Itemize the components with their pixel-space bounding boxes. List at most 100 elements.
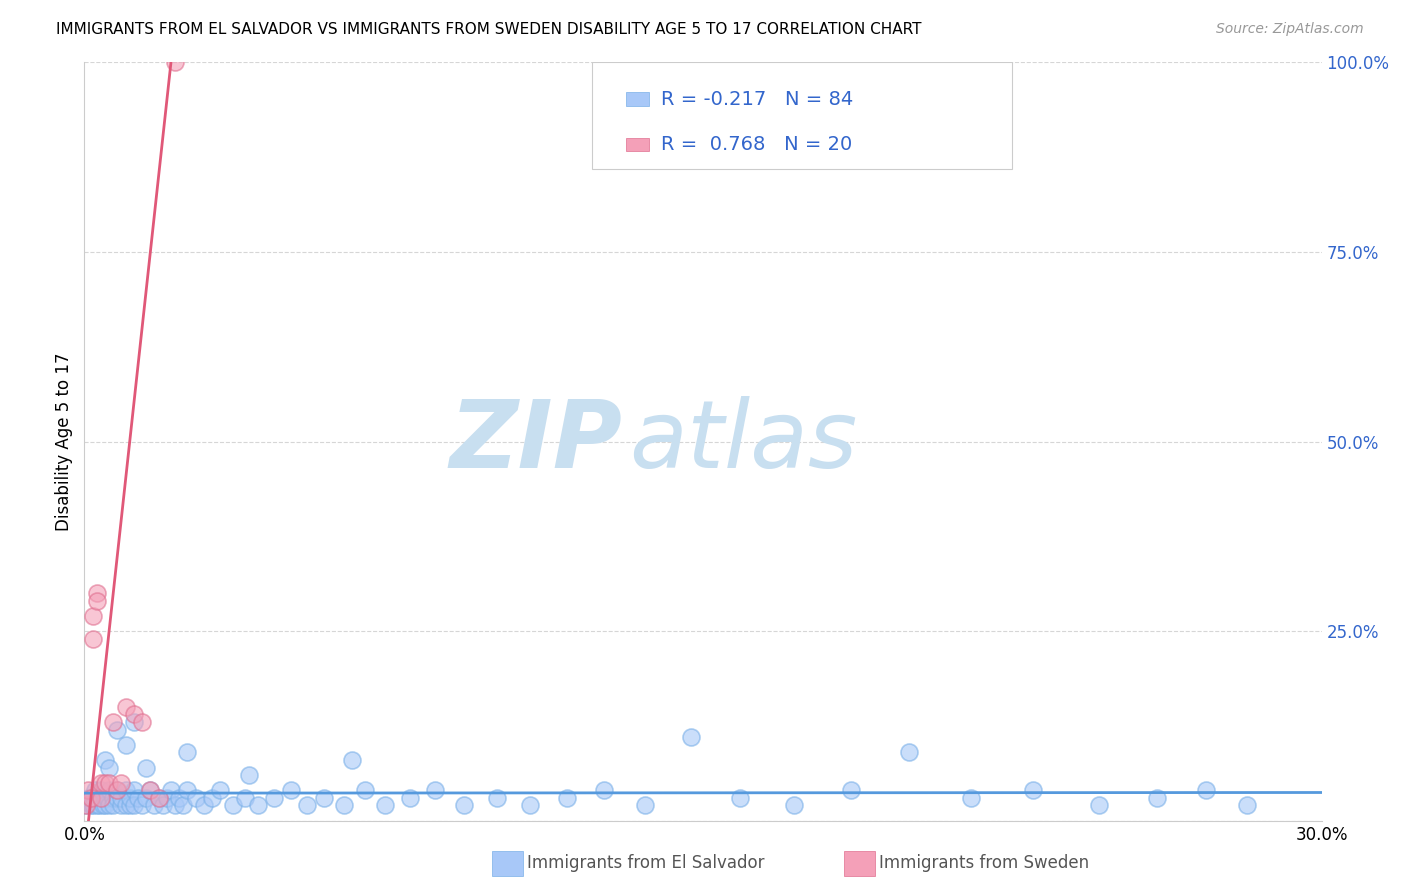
Point: [90, 776, 112, 790]
Point: [110, 776, 132, 790]
Point: [103, 798, 125, 813]
Point: [105, 791, 128, 805]
Point: [90, 783, 112, 797]
Y-axis label: Disability Age 5 to 17: Disability Age 5 to 17: [55, 352, 73, 531]
Text: IMMIGRANTS FROM EL SALVADOR VS IMMIGRANTS FROM SWEDEN DISABILITY AGE 5 TO 17 COR: IMMIGRANTS FROM EL SALVADOR VS IMMIGRANT…: [56, 22, 922, 37]
Point: [98, 783, 121, 797]
Point: [679, 730, 702, 744]
Point: [131, 715, 153, 730]
Point: [90, 791, 112, 805]
Point: [83, 783, 105, 797]
Point: [399, 791, 422, 805]
Point: [79, 798, 101, 813]
Point: [75, 798, 97, 813]
Point: [98, 798, 121, 813]
Text: atlas: atlas: [628, 396, 858, 487]
Point: [94, 791, 117, 805]
Point: [122, 798, 145, 813]
Point: [103, 791, 125, 805]
Point: [485, 791, 508, 805]
Point: [118, 791, 141, 805]
Point: [122, 783, 145, 797]
Point: [114, 783, 136, 797]
Point: [246, 798, 269, 813]
Point: [295, 798, 318, 813]
Point: [841, 783, 863, 797]
Point: [98, 776, 121, 790]
Point: [122, 715, 145, 730]
Point: [176, 783, 198, 797]
Point: [152, 798, 174, 813]
Point: [87, 798, 110, 813]
Point: [1146, 791, 1168, 805]
Point: [555, 791, 578, 805]
Point: [1088, 798, 1111, 813]
Point: [238, 768, 260, 782]
Point: [1195, 783, 1218, 797]
Point: [77, 791, 100, 805]
Point: [94, 798, 117, 813]
Point: [453, 798, 475, 813]
FancyBboxPatch shape: [592, 62, 1012, 169]
Point: [135, 791, 157, 805]
Point: [131, 798, 153, 813]
Point: [86, 791, 108, 805]
Point: [148, 791, 170, 805]
Point: [86, 586, 108, 600]
Point: [156, 791, 179, 805]
Point: [94, 753, 117, 767]
Text: R = -0.217   N = 84: R = -0.217 N = 84: [661, 89, 853, 109]
Point: [184, 791, 207, 805]
Point: [634, 798, 657, 813]
Point: [98, 760, 121, 774]
Point: [105, 783, 128, 797]
Point: [201, 791, 224, 805]
Point: [593, 783, 616, 797]
Point: [110, 791, 132, 805]
Point: [135, 760, 157, 774]
Point: [167, 791, 190, 805]
Point: [519, 798, 541, 813]
Text: Immigrants from Sweden: Immigrants from Sweden: [879, 855, 1088, 872]
Point: [160, 783, 183, 797]
Point: [148, 791, 170, 805]
Point: [1236, 798, 1258, 813]
Text: Source: ZipAtlas.com: Source: ZipAtlas.com: [1216, 22, 1364, 37]
FancyBboxPatch shape: [626, 92, 648, 106]
Point: [280, 783, 302, 797]
Point: [898, 746, 921, 760]
Point: [1022, 783, 1045, 797]
Point: [91, 798, 114, 813]
Point: [77, 783, 100, 797]
Point: [165, 798, 187, 813]
Point: [82, 798, 104, 813]
Point: [103, 715, 125, 730]
Point: [105, 783, 128, 797]
Point: [86, 594, 108, 608]
Text: ZIP: ZIP: [450, 395, 623, 488]
Point: [312, 791, 335, 805]
Point: [105, 723, 128, 737]
Point: [139, 783, 162, 797]
FancyBboxPatch shape: [626, 137, 648, 152]
Point: [193, 798, 215, 813]
Point: [165, 55, 187, 70]
Point: [82, 608, 104, 623]
Point: [139, 783, 162, 797]
Point: [423, 783, 446, 797]
Point: [233, 791, 256, 805]
Point: [353, 783, 375, 797]
Point: [114, 738, 136, 752]
Point: [263, 791, 285, 805]
Point: [176, 746, 198, 760]
Point: [143, 798, 166, 813]
Text: R =  0.768   N = 20: R = 0.768 N = 20: [661, 135, 852, 154]
Point: [82, 632, 104, 646]
Point: [96, 791, 118, 805]
Point: [90, 791, 112, 805]
Point: [79, 791, 101, 805]
Point: [172, 798, 194, 813]
Point: [333, 798, 356, 813]
Point: [114, 699, 136, 714]
Point: [75, 798, 97, 813]
